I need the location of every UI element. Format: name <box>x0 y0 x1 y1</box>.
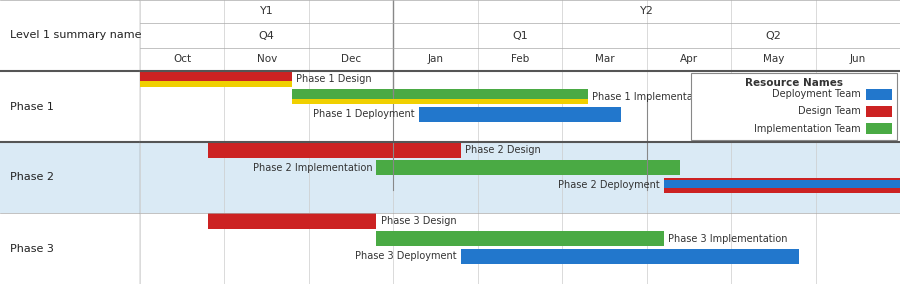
Text: Mar: Mar <box>595 54 615 64</box>
Text: Design Team: Design Team <box>797 106 860 116</box>
Text: Phase 3: Phase 3 <box>10 243 54 254</box>
Text: Y1: Y1 <box>260 6 274 16</box>
Text: Phase 1: Phase 1 <box>10 101 54 112</box>
FancyBboxPatch shape <box>140 81 292 87</box>
FancyBboxPatch shape <box>292 99 588 105</box>
Text: Q2: Q2 <box>765 30 781 41</box>
Text: Deployment Team: Deployment Team <box>771 89 860 99</box>
Text: Phase 2 Implementation: Phase 2 Implementation <box>253 162 373 173</box>
FancyBboxPatch shape <box>663 178 900 193</box>
FancyBboxPatch shape <box>461 248 798 264</box>
FancyBboxPatch shape <box>866 123 892 134</box>
Text: Phase 1 Deployment: Phase 1 Deployment <box>313 109 414 119</box>
FancyBboxPatch shape <box>0 142 140 213</box>
FancyBboxPatch shape <box>866 89 892 100</box>
Text: Implementation Team: Implementation Team <box>753 124 860 133</box>
Text: Phase 3 Deployment: Phase 3 Deployment <box>355 251 456 261</box>
Text: Phase 2: Phase 2 <box>10 172 54 183</box>
Text: Phase 1 Implementation: Phase 1 Implementation <box>592 91 711 102</box>
Text: Jan: Jan <box>428 54 444 64</box>
FancyBboxPatch shape <box>663 188 900 193</box>
Text: Level 1 summary name: Level 1 summary name <box>10 30 141 41</box>
Text: Feb: Feb <box>511 54 529 64</box>
Text: Oct: Oct <box>173 54 192 64</box>
FancyBboxPatch shape <box>418 106 621 122</box>
Text: Dec: Dec <box>341 54 361 64</box>
FancyBboxPatch shape <box>140 142 900 213</box>
FancyBboxPatch shape <box>663 178 900 180</box>
FancyBboxPatch shape <box>140 71 292 87</box>
Text: May: May <box>762 54 784 64</box>
Text: Apr: Apr <box>680 54 698 64</box>
Text: Phase 2 Deployment: Phase 2 Deployment <box>558 180 660 190</box>
Text: Phase 2 Design: Phase 2 Design <box>465 145 541 155</box>
Text: Nov: Nov <box>256 54 277 64</box>
FancyBboxPatch shape <box>376 160 680 175</box>
FancyBboxPatch shape <box>376 231 663 246</box>
Text: Phase 1 Design: Phase 1 Design <box>296 74 372 84</box>
Text: Y2: Y2 <box>640 6 653 16</box>
FancyBboxPatch shape <box>866 106 892 117</box>
Text: Phase 3 Implementation: Phase 3 Implementation <box>668 233 788 244</box>
FancyBboxPatch shape <box>691 73 897 140</box>
FancyBboxPatch shape <box>292 89 588 105</box>
Text: Q4: Q4 <box>258 30 274 41</box>
FancyBboxPatch shape <box>208 213 376 229</box>
FancyBboxPatch shape <box>208 142 461 158</box>
Text: Jun: Jun <box>850 54 866 64</box>
Text: Resource Names: Resource Names <box>745 78 843 88</box>
Text: Q1: Q1 <box>512 30 528 41</box>
Text: Phase 3 Design: Phase 3 Design <box>381 216 456 226</box>
